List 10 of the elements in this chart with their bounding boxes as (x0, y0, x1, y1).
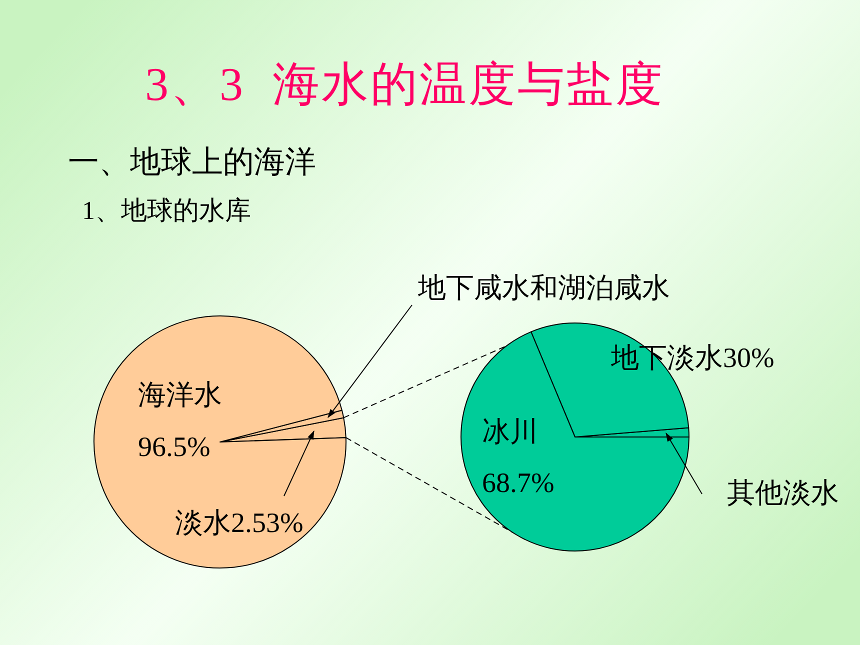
slice-label: 海洋水 (138, 380, 222, 411)
slice-label: 地下咸水和湖泊咸水 (418, 273, 670, 304)
subtitle: 一、地球上的海洋 (68, 144, 316, 179)
slice-label: 淡水2.53% (175, 508, 304, 539)
value-label: 68.7% (482, 468, 554, 499)
slice-label: 冰川 (482, 417, 538, 448)
annotation: 1、地球的水库 (82, 196, 251, 225)
title: 3、3 海水的温度与盐度 (145, 59, 664, 111)
value-label: 96.5% (138, 432, 210, 463)
slice-label: 其他淡水 (727, 478, 839, 509)
